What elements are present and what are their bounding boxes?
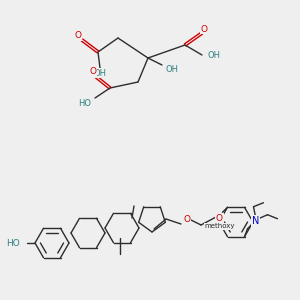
Text: HO: HO (78, 98, 91, 107)
Text: O: O (74, 32, 82, 40)
Text: methoxy: methoxy (204, 223, 235, 229)
Text: O: O (89, 67, 97, 76)
Text: OH: OH (165, 65, 178, 74)
Text: O: O (216, 214, 223, 223)
Text: OH: OH (94, 68, 106, 77)
Text: OH: OH (208, 50, 221, 59)
Text: O: O (200, 25, 208, 34)
Text: N: N (252, 216, 259, 226)
Text: O: O (184, 215, 190, 224)
Text: HO: HO (6, 238, 20, 247)
